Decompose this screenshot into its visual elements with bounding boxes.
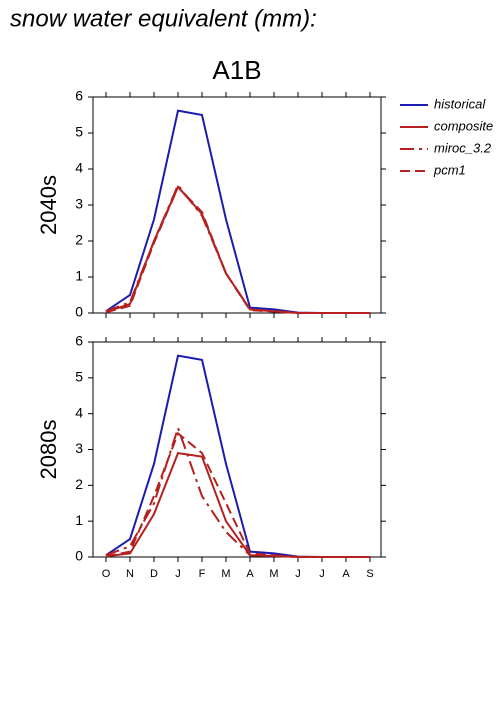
legend-label: miroc_3.2 — [434, 140, 492, 155]
y-tick-label: 3 — [75, 196, 83, 212]
y-tick-label: 4 — [75, 160, 83, 176]
y-tick-label: 6 — [75, 88, 83, 104]
legend-label: pcm1 — [433, 162, 466, 177]
x-tick-label: J — [319, 568, 325, 580]
y-tick-label: 2 — [75, 476, 83, 492]
y-tick-label: 6 — [75, 333, 83, 349]
y-tick-label: 2 — [75, 232, 83, 248]
series-line — [105, 109, 370, 314]
y-tick-label: 4 — [75, 404, 83, 420]
y-tick-label: 5 — [75, 124, 83, 140]
series-line — [105, 185, 370, 314]
y-tick-label: 1 — [75, 268, 83, 284]
legend-label: historical — [434, 96, 486, 111]
x-tick-label: D — [150, 568, 158, 580]
legend-label: composite — [434, 118, 493, 133]
y-tick-label: 0 — [75, 548, 83, 564]
x-tick-label: M — [221, 568, 230, 580]
x-tick-label: M — [269, 568, 278, 580]
x-tick-label: J — [175, 568, 181, 580]
x-tick-label: A — [246, 568, 254, 580]
chart-subtitle: A1B — [212, 55, 261, 85]
x-tick-label: S — [366, 568, 373, 580]
y-tick-label: 5 — [75, 369, 83, 385]
x-tick-label: J — [295, 568, 301, 580]
panel-label: 2080s — [36, 420, 61, 480]
y-tick-label: 3 — [75, 440, 83, 456]
x-tick-label: A — [342, 568, 350, 580]
x-tick-label: O — [102, 568, 111, 580]
y-tick-label: 0 — [75, 304, 83, 320]
series-line — [105, 424, 370, 558]
y-tick-label: 1 — [75, 512, 83, 528]
x-tick-label: N — [126, 568, 134, 580]
x-tick-label: F — [199, 568, 206, 580]
chart-title: snow water equivalent (mm): — [10, 5, 317, 32]
plot-frame — [92, 96, 382, 314]
panel-label: 2040s — [36, 175, 61, 235]
series-line — [105, 185, 370, 314]
